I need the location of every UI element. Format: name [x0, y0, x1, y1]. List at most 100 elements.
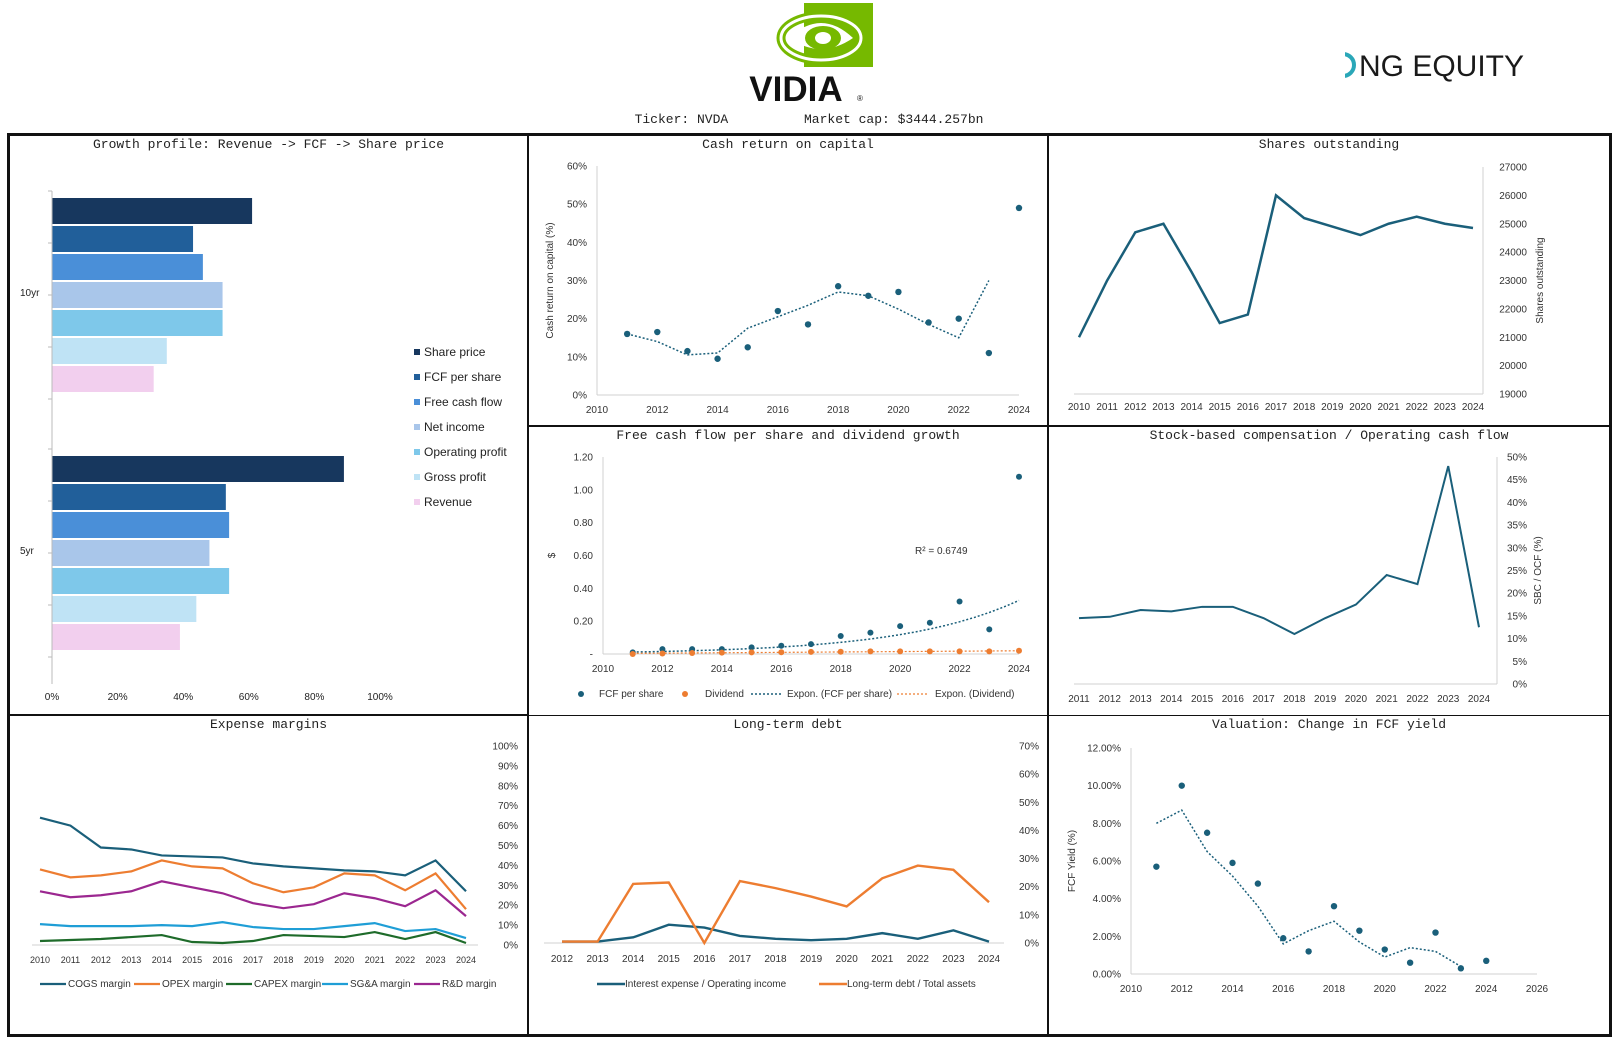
panel-title: Expense margins [209, 717, 328, 732]
x-tick-label: 2022 [1424, 984, 1447, 995]
y-tick-label: 25000 [1499, 219, 1527, 230]
bar [52, 624, 180, 650]
data-point [629, 651, 636, 657]
data-point [1305, 948, 1312, 955]
x-tick-label: 2023 [1437, 694, 1460, 705]
fcf-dividend-chart: - 0.20 0.40 0.60 0.80 1.00 1.20 2010 2012 2014 201… [547, 453, 1031, 701]
y-tick-label: 10% [1507, 634, 1527, 645]
data-point [654, 328, 661, 336]
x-tick-label: 2018 [1293, 402, 1316, 413]
panel-cash-return: Cash return on capital 0% 10% 20% 30% 40% 50%… [528, 135, 1048, 426]
y-tick-label: 30% [1507, 543, 1527, 554]
y-tick-label: 2.00% [1093, 932, 1121, 943]
y-tick-label: 5% [1513, 657, 1528, 668]
x-tick-label: 2020 [1374, 984, 1397, 995]
data-point [986, 626, 993, 633]
data-point [1330, 903, 1338, 910]
data-point [1356, 927, 1363, 934]
nvidia-logo: NVIDIA ® [724, 2, 899, 110]
x-tick-label: 2016 [213, 955, 233, 965]
x-tick-label: 2018 [827, 405, 850, 416]
y-tick-label: 30% [1019, 854, 1039, 865]
x-tick-label: 2016 [1222, 694, 1245, 705]
data-point [808, 641, 814, 648]
r-squared-label: R² = 0.6749 [915, 546, 968, 557]
panel-long-term-debt: Long-term debt 0% 10% 20% 30% 40% 50% 60% 70% 20… [528, 715, 1048, 1035]
panel-title: Free cash flow per share and dividend gr… [616, 428, 960, 443]
bar [52, 254, 203, 280]
data-point [659, 650, 666, 657]
data-point [837, 648, 844, 655]
nvidia-logo-graphic: NVIDIA ® [724, 3, 873, 109]
y-tick-label: 24000 [1499, 248, 1527, 259]
x-tick-label: 2018 [1283, 694, 1306, 705]
x-tick-label: 2019 [304, 955, 324, 965]
x-tick-label: 2018 [764, 954, 787, 965]
x-tick-label: 2024 [978, 954, 1001, 965]
legend-label: Dividend [705, 689, 744, 700]
series-line [39, 859, 467, 910]
x-tick-label: 2012 [1099, 694, 1122, 705]
x-tick-label: 2022 [395, 955, 415, 965]
x-tick-label: 2020 [889, 664, 912, 675]
legend-label: Share price [424, 345, 486, 359]
panel-title: Long-term debt [733, 717, 843, 732]
x-tick-label: 2021 [365, 955, 385, 965]
data-point [956, 598, 963, 605]
data-point [834, 283, 842, 290]
x-tick-label: 2010 [1068, 402, 1091, 413]
y-tick-label: 0.20 [574, 617, 594, 628]
market-cap-label: Market cap: $3444.257bn [804, 112, 984, 127]
y-axis-label: SBC / OCF (%) [1533, 536, 1544, 604]
x-tick-label: 2016 [767, 405, 790, 416]
x-tick-label: 2022 [907, 954, 930, 965]
data-point [748, 644, 755, 651]
x-tick-label: 2026 [1526, 984, 1549, 995]
legend-label: SG&A margin [350, 979, 411, 990]
y-tick-label: 60% [1019, 770, 1039, 781]
x-tick-label: 2014 [711, 664, 734, 675]
legend-label: Revenue [424, 495, 472, 509]
data-point [956, 648, 963, 655]
y-tick-label: 15% [1507, 611, 1527, 622]
data-point [985, 349, 993, 357]
y-tick-label: 40% [498, 861, 518, 872]
y-tick-label: 20% [498, 901, 518, 912]
data-point [774, 307, 782, 315]
panel-fcf-dividend: Free cash flow per share and dividend gr… [528, 426, 1048, 717]
y-tick-label: 35% [1507, 521, 1527, 532]
y-tick-label: 6.00% [1093, 857, 1121, 868]
x-tick-label: 2015 [182, 955, 202, 965]
data-point [837, 632, 844, 639]
panel-growth-profile: Growth profile: Revenue -> FCF -> Share … [9, 135, 528, 715]
data-point [865, 292, 872, 299]
bar [52, 568, 230, 594]
x-tick-label: 2022 [1406, 694, 1429, 705]
x-tick-label: 2014 [706, 405, 729, 416]
series-line [39, 816, 467, 893]
x-tick-label: 2018 [1323, 984, 1346, 995]
y-tick-label: 20% [1507, 589, 1527, 600]
data-point [1203, 829, 1211, 836]
legend-swatch [414, 374, 420, 380]
x-tick-label: 2012 [646, 405, 669, 416]
series-line [1078, 465, 1480, 636]
bar [52, 540, 210, 566]
y-tick-label: 50% [567, 200, 587, 211]
svg-text:®: ® [857, 94, 863, 103]
legend-label: FCF per share [599, 689, 664, 700]
legend-label: FCF per share [424, 370, 502, 384]
y-tick-label: 20% [1019, 882, 1039, 893]
svg-text:NG EQUITY: NG EQUITY [1359, 50, 1524, 83]
data-point [1483, 957, 1490, 965]
x-tick-label: 2021 [1376, 694, 1399, 705]
x-tick-label: 100% [367, 692, 393, 703]
data-point [748, 649, 755, 656]
x-tick-label: 2016 [770, 664, 793, 675]
legend-swatch [414, 399, 420, 405]
y-axis-label: FCF Yield (%) [1067, 830, 1078, 892]
series-line [39, 880, 467, 917]
x-tick-label: 40% [173, 692, 193, 703]
x-tick-label: 2017 [1265, 402, 1288, 413]
bar [52, 338, 167, 364]
